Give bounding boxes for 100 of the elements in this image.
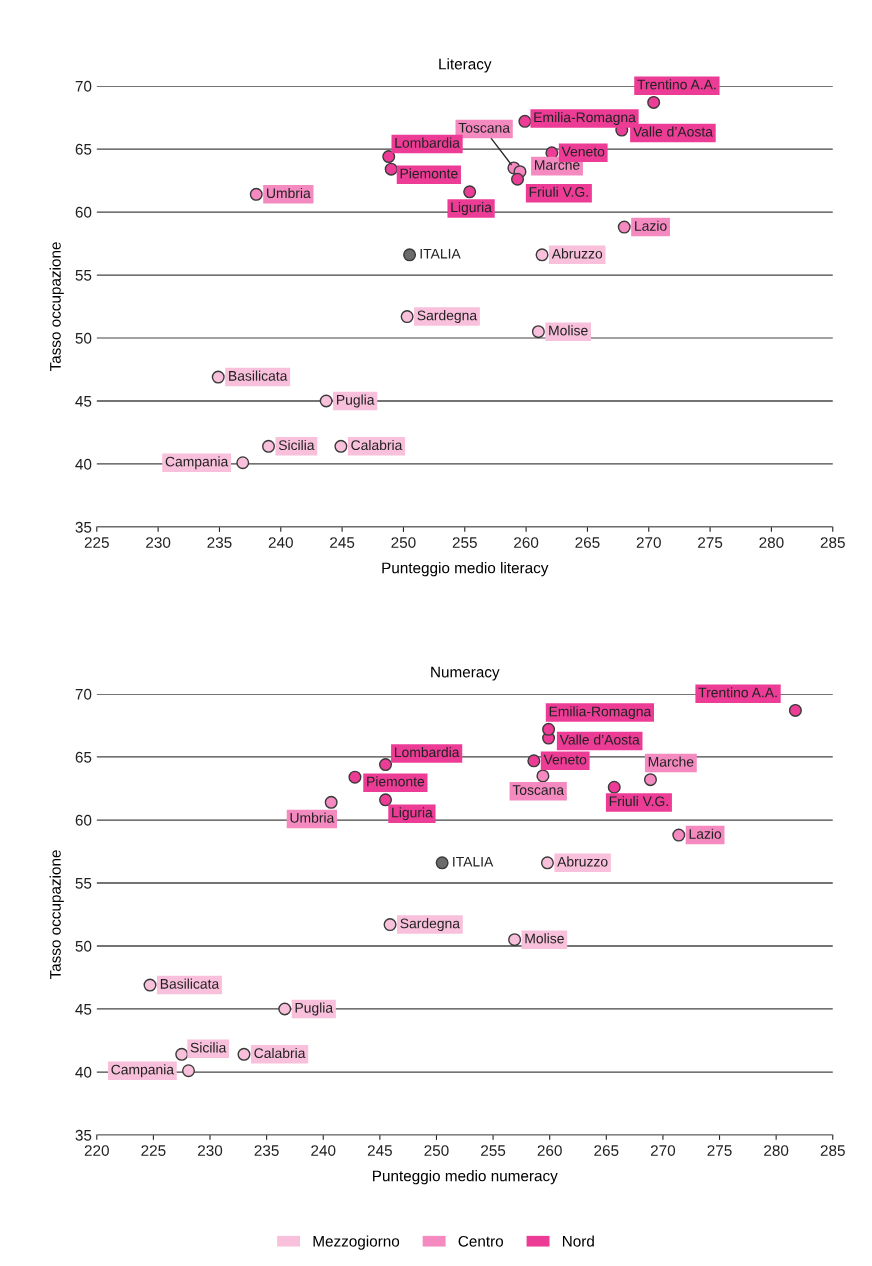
legend-label: Centro — [458, 1235, 504, 1247]
x-tick-label: 245 — [367, 1145, 392, 1156]
x-tick-label: 240 — [311, 1145, 336, 1156]
x-tick-label: 255 — [481, 1145, 506, 1156]
x-tick-label: 280 — [759, 537, 784, 548]
point — [143, 978, 157, 992]
x-tick-label: 260 — [537, 1145, 562, 1156]
x-tick-label: 285 — [820, 1145, 845, 1156]
y-tick-label: 55 — [75, 270, 92, 281]
data-label: Veneto — [543, 754, 587, 765]
x-axis-title: Punteggio medio numeracy — [373, 1170, 558, 1185]
data-label: Emilia-Romagna — [549, 706, 652, 720]
point — [463, 185, 477, 199]
y-tick-label: 70 — [75, 80, 92, 92]
data-label: Abruzzo — [557, 856, 608, 867]
point — [535, 248, 549, 262]
point — [383, 918, 397, 932]
x-tick-label: 225 — [141, 1145, 166, 1156]
point — [175, 1047, 189, 1061]
point — [384, 162, 398, 176]
point — [788, 703, 802, 717]
y-tick-label: 45 — [75, 1004, 92, 1015]
y-tick-label: 60 — [75, 814, 92, 826]
x-tick-label: 250 — [424, 1145, 449, 1156]
data-label: Emilia-Romagna — [534, 112, 636, 125]
point — [617, 220, 631, 234]
y-tick-label: 60 — [75, 206, 92, 218]
data-label: Valle d’Aosta — [632, 126, 713, 137]
y-tick-label: 70 — [75, 688, 92, 700]
y-tick-label: 45 — [75, 396, 92, 407]
x-tick-label: 225 — [84, 537, 109, 548]
data-label: Calabria — [254, 1047, 306, 1059]
x-tick-label: 235 — [254, 1145, 279, 1156]
point — [536, 769, 550, 783]
point — [435, 856, 449, 870]
legend-label: Nord — [562, 1235, 594, 1247]
x-tick-label: 270 — [650, 1145, 676, 1156]
point — [400, 310, 414, 324]
point — [262, 439, 276, 453]
data-label: Puglia — [295, 1002, 334, 1016]
point — [278, 1002, 292, 1016]
x-tick-label: 255 — [452, 537, 477, 548]
data-label: Liguria — [392, 807, 433, 821]
data-label: Umbria — [267, 187, 311, 199]
data-label: Friuli V.G. — [529, 186, 588, 197]
point — [531, 325, 545, 339]
point — [348, 770, 362, 784]
data-label: Molise — [549, 325, 588, 336]
chart-title: Literacy — [439, 58, 492, 73]
x-tick-label: 240 — [268, 537, 293, 548]
data-label: Abruzzo — [551, 248, 603, 259]
x-tick-label: 265 — [575, 537, 600, 548]
data-label: Lazio — [689, 828, 722, 839]
data-label: Lazio — [635, 220, 667, 231]
data-label: Trentino A.A. — [637, 79, 716, 90]
chart-title: Numeracy — [431, 666, 500, 681]
point — [237, 1047, 251, 1061]
data-label: Umbria — [290, 812, 335, 823]
data-label: Toscana — [458, 123, 511, 133]
data-label: Molise — [525, 933, 564, 944]
x-tick-label: 250 — [391, 537, 416, 548]
point — [540, 856, 554, 870]
data-label: ITALIA — [453, 856, 494, 867]
x-tick-label: 230 — [198, 1145, 223, 1156]
y-tick-label: 35 — [75, 1129, 92, 1141]
y-axis-title: Tasso occupazione — [49, 850, 64, 980]
data-label: Valle d’Aosta — [559, 734, 640, 745]
data-label: Basilicata — [160, 978, 220, 989]
y-tick-label: 50 — [75, 940, 92, 952]
x-tick-label: 285 — [820, 537, 845, 548]
point — [607, 780, 621, 794]
x-tick-label: 275 — [707, 1145, 732, 1156]
data-label: Marche — [648, 756, 694, 767]
legend-label: Mezzogiorno — [313, 1235, 400, 1250]
point — [647, 95, 661, 109]
data-label: Lombardia — [395, 137, 460, 148]
data-label: Campania — [165, 456, 229, 470]
point — [249, 187, 263, 201]
x-tick-label: 245 — [330, 537, 355, 548]
point — [324, 795, 338, 809]
point — [511, 172, 525, 186]
data-label: Veneto — [561, 146, 605, 157]
data-label: Liguria — [451, 202, 492, 215]
point — [527, 754, 541, 768]
data-label: Piemonte — [400, 168, 458, 179]
point — [211, 370, 225, 384]
data-label: Toscana — [512, 785, 565, 795]
data-label: Sardegna — [417, 310, 478, 324]
x-tick-label: 260 — [514, 537, 539, 548]
point — [643, 773, 657, 787]
x-tick-label: 230 — [146, 537, 171, 548]
data-label: Sicilia — [278, 439, 315, 451]
x-tick-label: 235 — [207, 537, 232, 548]
data-label: Sardegna — [400, 918, 460, 932]
point — [334, 439, 348, 453]
data-label: Campania — [111, 1064, 175, 1078]
point — [518, 114, 532, 128]
y-tick-label: 35 — [75, 521, 92, 533]
y-axis-title: Tasso occupazione — [49, 242, 64, 372]
y-tick-label: 65 — [75, 751, 92, 763]
